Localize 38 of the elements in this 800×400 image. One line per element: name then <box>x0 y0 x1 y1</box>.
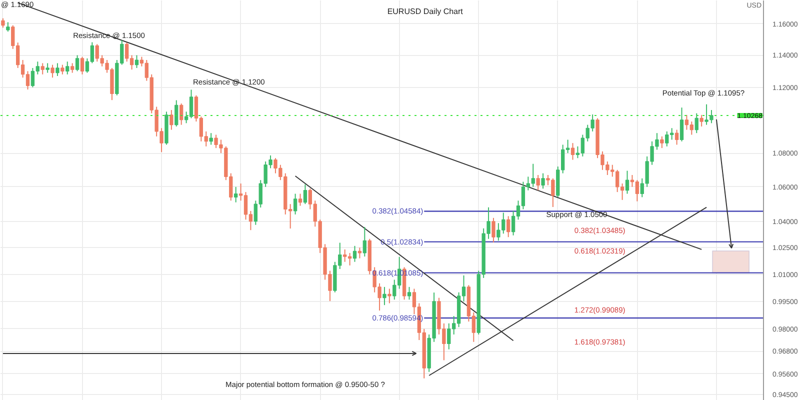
candlestick <box>625 170 630 194</box>
candlestick <box>303 184 308 205</box>
candlestick <box>134 54 139 68</box>
candlestick <box>80 56 84 75</box>
candlestick <box>60 64 64 75</box>
candlestick <box>56 62 60 76</box>
candlestick <box>492 217 496 243</box>
candlestick <box>6 22 10 32</box>
candlestick <box>75 54 80 72</box>
candlestick <box>40 62 44 75</box>
candlestick <box>660 136 664 149</box>
candlestick <box>700 114 704 127</box>
candlestick <box>174 100 178 127</box>
candlestick <box>66 61 70 75</box>
candlestick <box>694 112 698 134</box>
candlestick <box>170 110 174 130</box>
candlestick <box>293 193 298 215</box>
candlestick <box>50 64 54 78</box>
candlestick <box>1 18 5 28</box>
candlestick <box>570 142 575 160</box>
candlestick <box>70 62 74 74</box>
candlestick <box>407 286 412 300</box>
candlestick <box>46 62 50 74</box>
candlestick <box>680 107 684 142</box>
candlestick <box>541 172 545 190</box>
text: EURUSD Daily Chart <box>387 7 464 16</box>
candlestick <box>506 216 510 238</box>
candlestick <box>209 132 213 146</box>
candlestick <box>298 193 302 206</box>
candlestick <box>536 174 540 191</box>
candlestick <box>358 247 362 259</box>
candlestick <box>180 102 184 126</box>
candlestick <box>674 129 679 146</box>
candlestick <box>382 286 386 306</box>
candlestick <box>362 226 366 258</box>
candlestick <box>234 186 238 203</box>
candlestick <box>352 245 357 262</box>
candlestick <box>388 288 392 304</box>
